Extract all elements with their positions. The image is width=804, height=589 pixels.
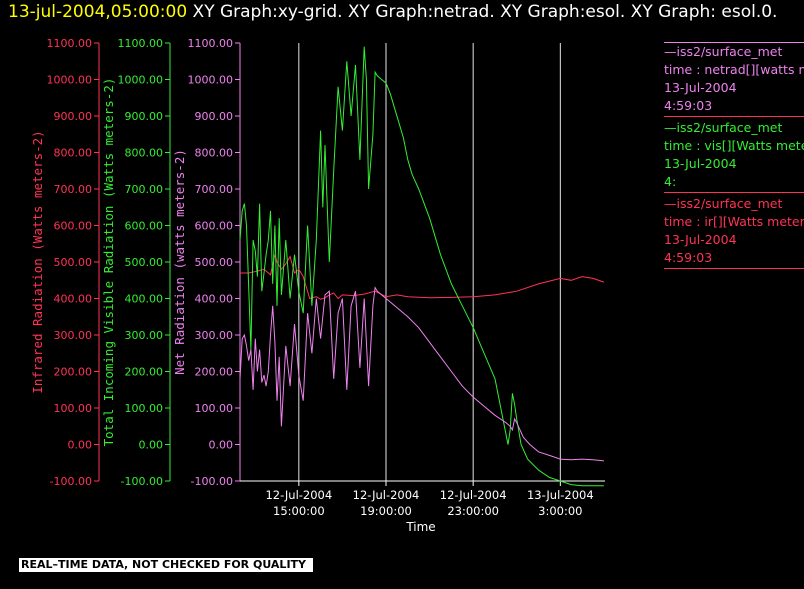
y-tick-label: 700.00	[54, 183, 93, 196]
x-tick-label-time: 15:00:00	[273, 504, 325, 518]
legend-entry-netrad: —iss2/surface_met time : netrad[][watts …	[664, 42, 804, 117]
y-tick-label: 600.00	[125, 220, 164, 233]
x-axis-label: Time	[405, 520, 435, 534]
y-tick-label: 1100.00	[188, 37, 234, 50]
y-axis-label: Total Incoming Visible Radiation (Watts …	[101, 78, 116, 447]
y-tick-label: 400.00	[195, 293, 234, 306]
series-line-vis	[239, 46, 604, 487]
timestamp: 13-jul-2004,05:00:00	[8, 2, 188, 22]
y-tick-label: 800.00	[125, 147, 164, 160]
y-tick-label: 500.00	[195, 256, 234, 269]
series-line-netrad	[239, 286, 604, 462]
legend-time: 4:	[664, 174, 677, 189]
x-tick-label-time: 19:00:00	[360, 504, 412, 518]
y-tick-label: 200.00	[54, 366, 93, 379]
y-tick-label: 800.00	[195, 147, 234, 160]
y-tick-label: 300.00	[54, 329, 93, 342]
x-tick-label-date: 12-Jul-2004	[265, 488, 332, 502]
y-tick-label: 500.00	[125, 256, 164, 269]
y-tick-label: 100.00	[54, 402, 93, 415]
y-tick-label: 300.00	[125, 329, 164, 342]
y-tick-label: 1100.00	[47, 37, 93, 50]
y-tick-label: 0.00	[68, 439, 93, 452]
y-tick-label: 1000.00	[47, 74, 93, 87]
page-header: 13-jul-2004,05:00:00 XY Graph:xy-grid. X…	[8, 1, 798, 23]
y-tick-label: -100.00	[191, 475, 233, 488]
y-tick-label: -100.00	[121, 475, 163, 488]
quality-disclaimer: REAL–TIME DATA, NOT CHECKED FOR QUALITY	[19, 558, 313, 572]
legend-title: —iss2/surface_met	[664, 120, 783, 135]
legend: —iss2/surface_met time : netrad[][watts …	[664, 42, 804, 271]
y-tick-label: 700.00	[125, 183, 164, 196]
y-tick-label: -100.00	[50, 475, 92, 488]
y-tick-label: 100.00	[125, 402, 164, 415]
y-tick-label: 900.00	[54, 110, 93, 123]
y-tick-label: 900.00	[125, 110, 164, 123]
legend-field: time : vis[][Watts meters-2]	[664, 138, 804, 153]
y-tick-label: 500.00	[54, 256, 93, 269]
legend-time: 4:59:03	[664, 98, 713, 113]
y-tick-label: 300.00	[195, 329, 234, 342]
x-tick-label-time: 3:00:00	[538, 504, 582, 518]
y-tick-label: 800.00	[54, 147, 93, 160]
legend-date: 13-Jul-2004	[664, 232, 737, 247]
y-tick-label: 400.00	[125, 293, 164, 306]
y-tick-label: 600.00	[195, 220, 234, 233]
legend-field: time : netrad[][watts meters-2]	[664, 62, 804, 77]
y-tick-label: 700.00	[195, 183, 234, 196]
legend-entry-vis: —iss2/surface_met time : vis[][Watts met…	[664, 119, 804, 193]
legend-field: time : ir[][Watts meters-2]	[664, 214, 804, 229]
x-tick-label-date: 13-Jul-2004	[527, 488, 594, 502]
x-tick-label-date: 12-Jul-2004	[440, 488, 507, 502]
graph-list: XY Graph:xy-grid. XY Graph:netrad. XY Gr…	[192, 2, 778, 22]
y-tick-label: 400.00	[54, 293, 93, 306]
x-tick-label-time: 23:00:00	[447, 504, 499, 518]
y-tick-label: 200.00	[195, 366, 234, 379]
legend-entry-ir: —iss2/surface_met time : ir[][Watts mete…	[664, 195, 804, 269]
y-axis-label: Infrared Radiation (Watts meters-2)	[30, 130, 45, 393]
y-tick-label: 600.00	[54, 220, 93, 233]
legend-date: 13-Jul-2004	[664, 80, 737, 95]
legend-title: —iss2/surface_met	[664, 44, 783, 59]
y-tick-label: 100.00	[195, 402, 234, 415]
legend-time: 4:59:03	[664, 250, 713, 265]
y-tick-label: 0.00	[209, 439, 234, 452]
y-tick-label: 1000.00	[118, 74, 164, 87]
y-tick-label: 1100.00	[118, 37, 164, 50]
legend-title: —iss2/surface_met	[664, 196, 783, 211]
y-tick-label: 0.00	[139, 439, 164, 452]
x-tick-label-date: 12-Jul-2004	[353, 488, 420, 502]
legend-date: 13-Jul-2004	[664, 156, 737, 171]
y-tick-label: 200.00	[125, 366, 164, 379]
y-tick-label: 900.00	[195, 110, 234, 123]
y-tick-label: 1000.00	[188, 74, 234, 87]
y-axis-label: Net Radiation (watts meters-2)	[172, 149, 187, 375]
series-line-ir	[240, 254, 605, 300]
